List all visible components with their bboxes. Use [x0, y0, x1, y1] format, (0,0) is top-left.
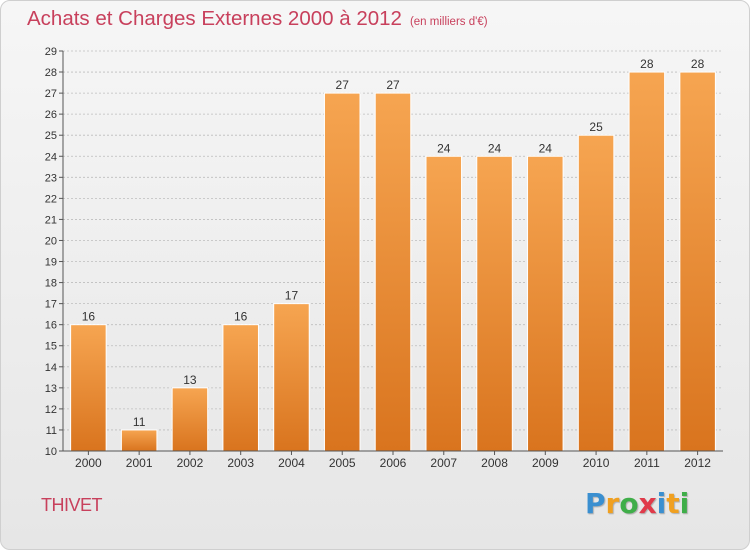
- value-label-2003: 16: [234, 310, 248, 324]
- value-label-2007: 24: [437, 141, 451, 155]
- bar-2009: [527, 155, 564, 452]
- bars-layer: 16 11 13 16 17 27 27 24 24 24 25 28 28: [70, 57, 716, 452]
- y-tick-label: 26: [45, 109, 57, 121]
- y-tick-label: 21: [45, 214, 57, 226]
- logo-letter: i: [656, 487, 667, 520]
- x-tick-label-2001: 2001: [126, 456, 153, 470]
- y-tick-label: 28: [45, 67, 57, 79]
- logo-letter: x: [638, 487, 657, 520]
- x-tick-label-2006: 2006: [380, 456, 407, 470]
- value-label-2012: 28: [691, 57, 705, 71]
- bar-2002: [171, 387, 209, 452]
- bar-2000: [70, 324, 107, 452]
- x-tick-label-2002: 2002: [177, 456, 204, 470]
- logo-letter: t: [666, 487, 680, 520]
- bar-2011: [628, 71, 666, 452]
- bar-2004: [273, 303, 310, 452]
- value-label-2011: 28: [640, 57, 654, 71]
- chart-title-text: Achats et Charges Externes 2000 à 2012: [27, 7, 402, 30]
- y-tick-label: 19: [45, 257, 57, 269]
- chart-subtitle: (en milliers d'€): [409, 16, 488, 28]
- y-tick-label: 24: [45, 151, 57, 163]
- y-tick-label: 29: [45, 46, 57, 58]
- bar-2001: [120, 429, 158, 452]
- location-label: THIVET: [41, 495, 103, 515]
- value-label-2004: 17: [285, 289, 299, 303]
- y-tick-label: 18: [45, 278, 57, 290]
- y-tick-label: 27: [45, 88, 57, 100]
- value-label-2006: 27: [386, 78, 400, 92]
- value-label-2001: 11: [133, 415, 146, 429]
- x-tick-label-2004: 2004: [278, 456, 305, 470]
- bar-2008: [476, 155, 513, 452]
- proxiti-logo: Proxiti: [585, 487, 689, 520]
- y-tick-label: 17: [45, 299, 57, 311]
- logo-letter: o: [619, 487, 639, 520]
- y-tick-label: 14: [45, 362, 57, 374]
- y-tick-label: 25: [45, 130, 57, 142]
- value-label-2002: 13: [183, 373, 197, 387]
- value-label-2010: 25: [589, 120, 603, 134]
- bar-2012: [679, 71, 716, 452]
- y-tick-label: 10: [45, 446, 57, 458]
- bar-2003: [222, 324, 259, 452]
- x-tick-label-2011: 2011: [634, 456, 660, 470]
- y-tick-label: 23: [45, 172, 57, 184]
- bar-2005: [323, 92, 361, 452]
- x-tick-label-2008: 2008: [481, 456, 508, 470]
- y-tick-label: 13: [45, 383, 57, 395]
- bar-2010: [577, 134, 615, 452]
- logo-letter: i: [679, 487, 690, 520]
- value-label-2005: 27: [336, 78, 350, 92]
- x-tick-label-2000: 2000: [75, 456, 102, 470]
- x-tick-label-2005: 2005: [329, 456, 356, 470]
- logo-letter: P: [585, 487, 606, 520]
- x-tick-label-2012: 2012: [684, 456, 711, 470]
- x-tick-label-2003: 2003: [227, 456, 254, 470]
- x-tick-label-2007: 2007: [430, 456, 457, 470]
- bar-2007: [425, 155, 463, 452]
- y-tick-label: 11: [46, 425, 57, 437]
- chart-title: Achats et Charges Externes 2000 à 2012 (e…: [27, 7, 488, 31]
- y-tick-label: 22: [45, 193, 57, 205]
- value-label-2000: 16: [82, 310, 96, 324]
- x-tick-label-2009: 2009: [532, 456, 559, 470]
- y-tick-label: 20: [45, 235, 57, 247]
- value-label-2009: 24: [539, 141, 553, 155]
- y-tick-label: 15: [45, 341, 57, 353]
- bar-2006: [374, 92, 412, 452]
- axis-layer: 10 11 12 13 14 15 16 17 18 19 20 21 22 23 24 25 26 27 28 29…: [45, 46, 723, 470]
- x-tick-label-2010: 2010: [583, 456, 610, 470]
- logo-letter: r: [605, 487, 620, 520]
- y-tick-label: 16: [45, 320, 57, 332]
- value-label-2008: 24: [488, 141, 502, 155]
- y-tick-label: 12: [45, 404, 57, 416]
